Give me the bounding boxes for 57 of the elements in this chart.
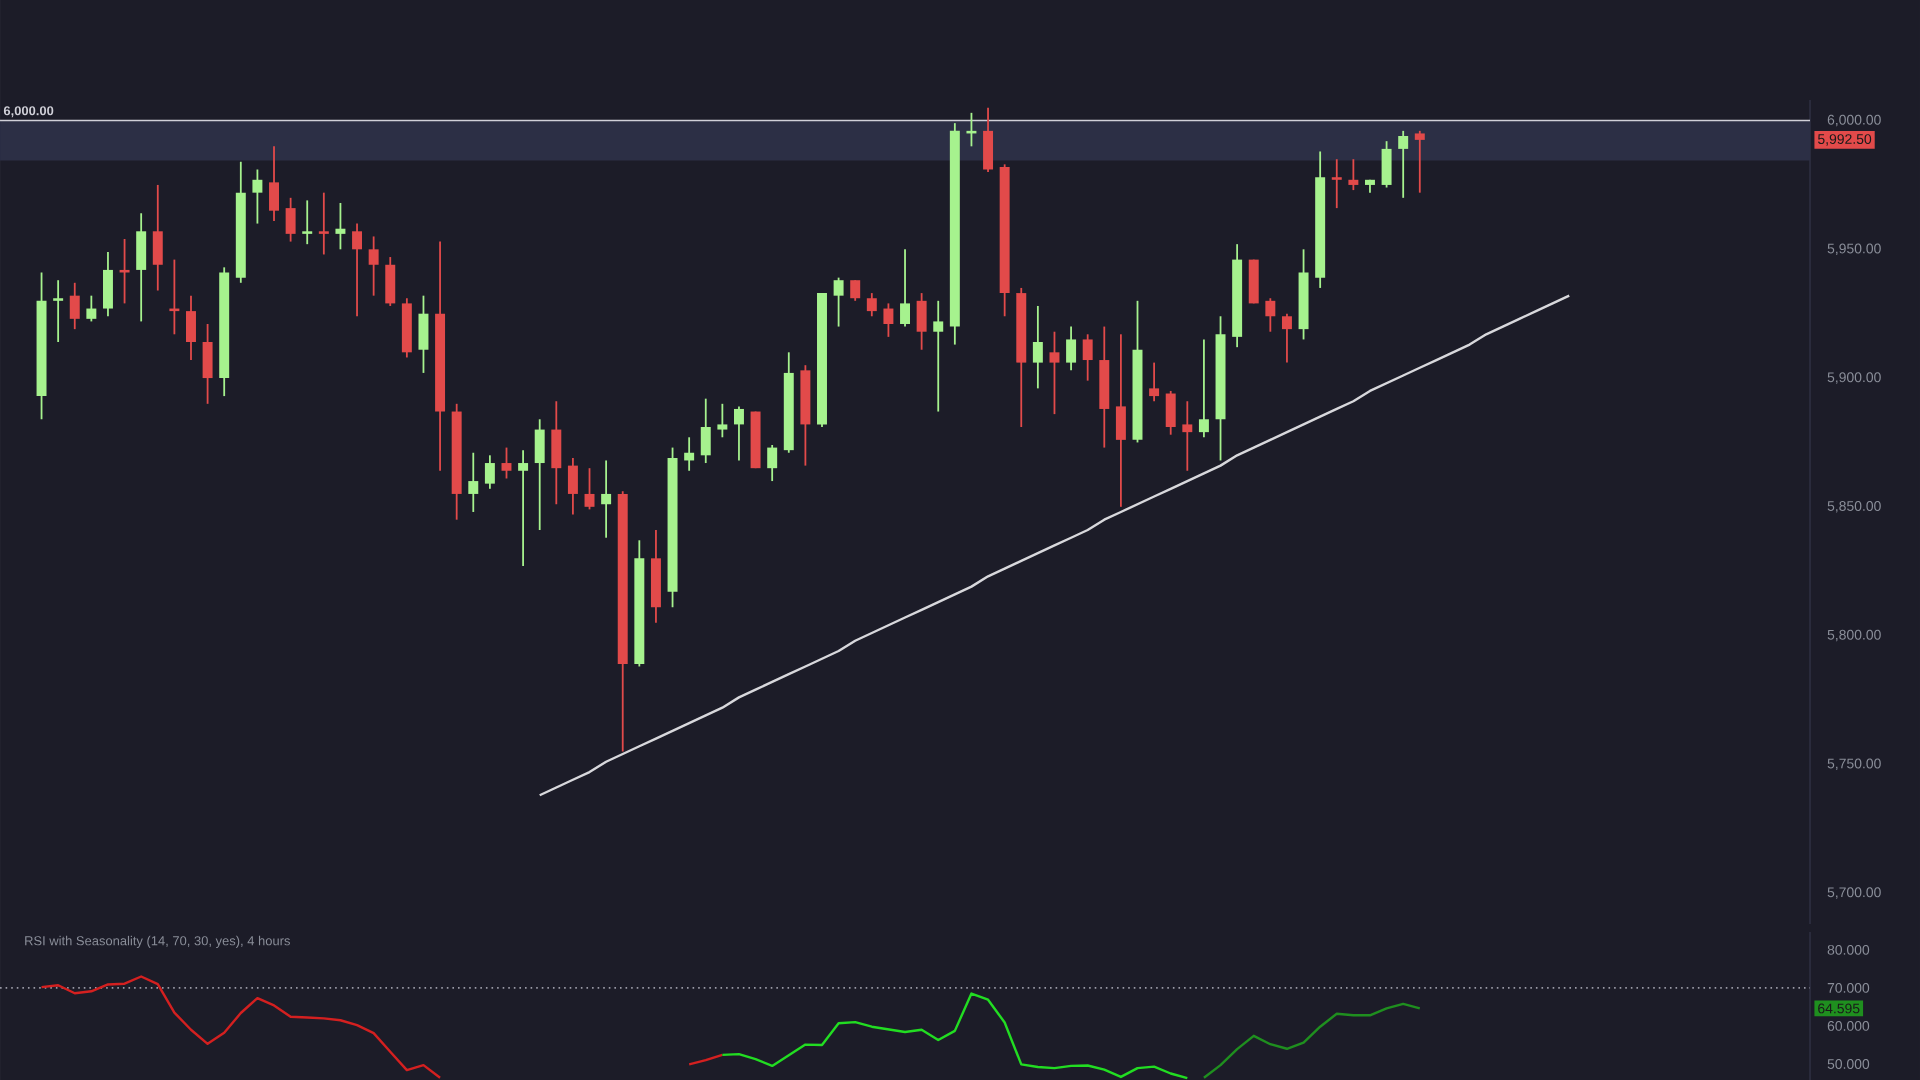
candlestick: [202, 322, 213, 405]
candlestick: [983, 106, 994, 173]
candlestick: [86, 294, 97, 323]
candlestick: [335, 201, 346, 250]
line-series: [1202, 1002, 1421, 1079]
candlestick: [1381, 139, 1392, 189]
candlestick: [1265, 297, 1276, 333]
candlestick: [1198, 338, 1209, 438]
candlestick: [368, 235, 379, 297]
candlestick: [866, 291, 877, 317]
candlestick: [318, 191, 329, 256]
candlestick: [1149, 361, 1160, 402]
candlestick: [501, 446, 512, 480]
candlestick: [1348, 158, 1359, 191]
candlestick: [1066, 325, 1077, 371]
candlestick: [1182, 400, 1193, 472]
candlestick: [69, 281, 80, 330]
candlestick: [767, 443, 778, 482]
candlestick: [916, 291, 927, 351]
candlestick: [302, 199, 313, 245]
candlestick: [1165, 389, 1176, 436]
candlestick: [252, 168, 263, 225]
candlestick: [1049, 330, 1060, 415]
candlestick: [518, 448, 529, 567]
candlestick: [53, 279, 64, 343]
candlestick: [601, 459, 612, 539]
candlestick: [534, 418, 545, 531]
candlestick: [1115, 333, 1126, 508]
candlestick: [1032, 304, 1043, 389]
candlestick: [733, 405, 744, 462]
candlestick: [285, 196, 296, 243]
candlestick: [468, 451, 479, 513]
candlestick: [700, 397, 711, 464]
candlestick: [833, 276, 844, 328]
candlestick: [551, 400, 562, 505]
candlestick: [186, 294, 196, 361]
candlestick: [385, 255, 396, 307]
candlestick: [1398, 129, 1409, 199]
candlestick: [269, 145, 279, 222]
candlestick: [684, 436, 695, 472]
candlestick: [900, 248, 910, 328]
candlestick: [567, 456, 578, 516]
candlestick: [717, 402, 728, 438]
candlestick: [418, 294, 429, 374]
candlestick: [1082, 333, 1093, 382]
candlestick: [352, 222, 363, 317]
candlestick: [136, 212, 147, 323]
candlestick: [102, 250, 113, 317]
candlestick: [1414, 129, 1425, 194]
candlestick: [484, 454, 495, 490]
line-series: [40, 975, 442, 1079]
candlestick: [1281, 312, 1292, 364]
candlestick: [1331, 158, 1342, 209]
candlestick: [883, 302, 894, 338]
candlestick: [152, 183, 163, 292]
candlestick: [933, 299, 944, 413]
candlestick: [584, 467, 595, 511]
